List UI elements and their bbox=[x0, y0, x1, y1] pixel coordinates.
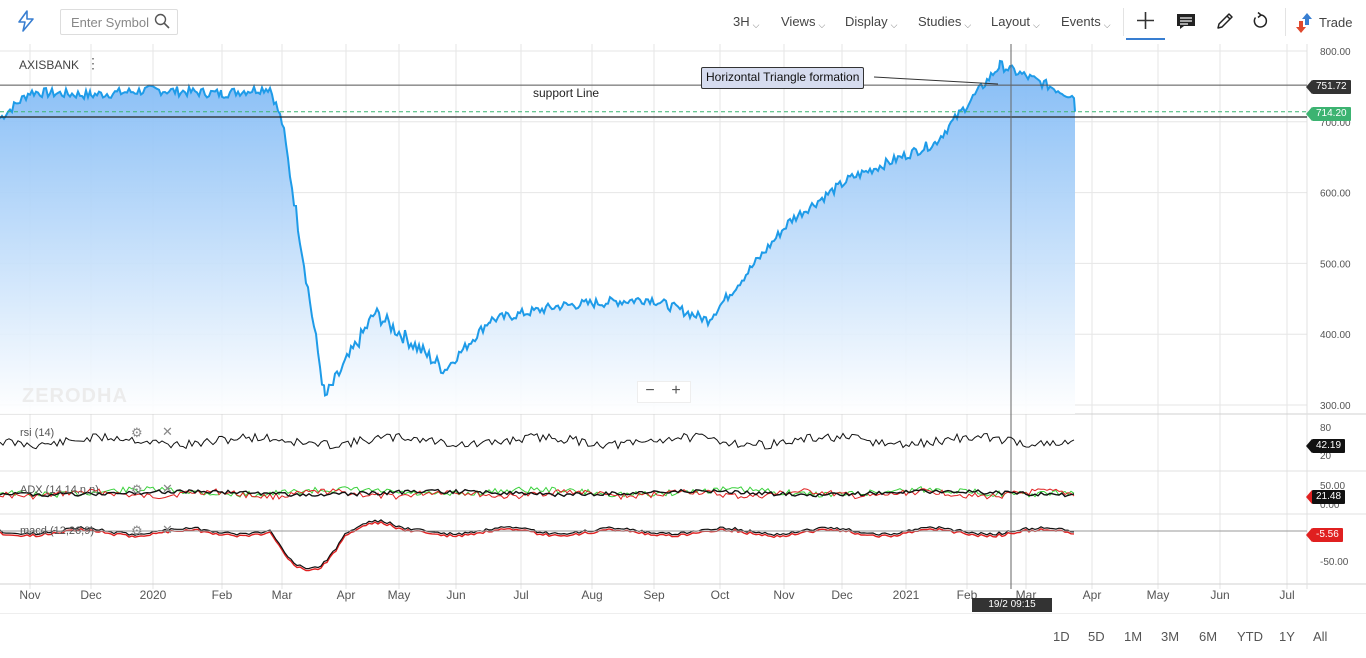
study-axis-label: 20 bbox=[1320, 451, 1332, 462]
study-axis-label: 80 bbox=[1320, 423, 1332, 434]
annotation-pointer bbox=[873, 76, 999, 85]
chevron-down-icon: ⌵ bbox=[752, 20, 760, 30]
x-tick-label: May bbox=[1147, 588, 1170, 602]
views-menu[interactable]: Views ⌵ bbox=[781, 14, 826, 30]
x-tick-label: Apr bbox=[337, 588, 356, 602]
interval-menu[interactable]: 3H ⌵ bbox=[733, 14, 760, 30]
study-axis-label: 50.00 bbox=[1320, 481, 1345, 492]
crosshair-time-tag: 19/2 09:15 bbox=[972, 598, 1052, 612]
range-all[interactable]: All bbox=[1313, 629, 1328, 644]
divider bbox=[1123, 8, 1124, 36]
buy-sell-arrows-icon bbox=[1296, 13, 1312, 33]
x-tick-label: May bbox=[388, 588, 411, 602]
chevron-down-icon: ⌵ bbox=[964, 20, 972, 30]
reset-button[interactable] bbox=[1249, 10, 1273, 34]
range-6m[interactable]: 6M bbox=[1199, 629, 1218, 644]
draw-button[interactable] bbox=[1214, 10, 1238, 34]
crosshair-button[interactable] bbox=[1126, 0, 1165, 40]
plus-icon bbox=[1137, 12, 1154, 29]
x-tick-label: Jul bbox=[513, 588, 528, 602]
chevron-down-icon: ⌵ bbox=[818, 20, 826, 30]
macd-settings-gear-icon[interactable]: ⚙ bbox=[131, 523, 143, 538]
x-tick-label: Aug bbox=[581, 588, 602, 602]
comment-icon bbox=[1177, 14, 1195, 29]
layout-menu[interactable]: Layout ⌵ bbox=[991, 14, 1040, 30]
watermark: ZERODHA bbox=[22, 385, 128, 407]
range-1d[interactable]: 1D bbox=[1053, 629, 1070, 644]
y-tick-label: 500.00 bbox=[1320, 259, 1351, 270]
toolbar: 3H⌵ Views⌵ Display⌵ Studies⌵ Layout⌵ Eve… bbox=[0, 0, 1366, 44]
studies-menu[interactable]: Studies ⌵ bbox=[918, 14, 972, 30]
range-1m[interactable]: 1M bbox=[1124, 629, 1143, 644]
more-options-icon[interactable]: ⋮ bbox=[86, 55, 100, 71]
rsi-settings-gear-icon[interactable]: ⚙ bbox=[131, 425, 143, 440]
line-price-tag: 751.72 bbox=[1306, 80, 1351, 94]
rsi-close-icon[interactable]: ✕ bbox=[162, 424, 173, 439]
search-icon[interactable] bbox=[154, 13, 170, 29]
zoom-in-button[interactable]: + bbox=[671, 382, 681, 399]
symbol-search[interactable] bbox=[60, 9, 178, 35]
zoom-controls: − + bbox=[637, 381, 691, 403]
study-axis-label: 0.00 bbox=[1320, 500, 1340, 511]
rsi-line bbox=[0, 432, 1075, 450]
range-3m[interactable]: 3M bbox=[1161, 629, 1180, 644]
x-tick-label: Nov bbox=[773, 588, 794, 602]
x-tick-label: Jun bbox=[1210, 588, 1229, 602]
x-tick-label: Dec bbox=[831, 588, 852, 602]
x-tick-label: Dec bbox=[80, 588, 101, 602]
adx-study-label: ADX (14,14,n,n) bbox=[20, 484, 99, 496]
pencil-icon bbox=[1217, 13, 1233, 29]
adx-close-icon[interactable]: ✕ bbox=[162, 481, 173, 496]
x-tick-label: Jun bbox=[446, 588, 465, 602]
x-tick-label: Mar bbox=[272, 588, 293, 602]
price-series-line bbox=[0, 59, 1076, 397]
range-1y[interactable]: 1Y bbox=[1279, 629, 1295, 644]
macd-line bbox=[0, 519, 1075, 570]
adx-value-tag: 21.48 bbox=[1305, 490, 1346, 504]
x-tick-label: Sep bbox=[643, 588, 665, 602]
search-input[interactable] bbox=[61, 10, 159, 34]
y-tick-label: 300.00 bbox=[1320, 401, 1351, 412]
support-line-label[interactable]: support Line bbox=[533, 86, 600, 100]
chevron-down-icon: ⌵ bbox=[1033, 20, 1040, 30]
range-5d[interactable]: 5D bbox=[1088, 629, 1105, 644]
rsi-study-label: rsi (14) bbox=[20, 427, 55, 439]
comment-button[interactable] bbox=[1175, 10, 1199, 34]
adx-plus-di-line bbox=[0, 486, 1075, 498]
chevron-down-icon: ⌵ bbox=[890, 20, 898, 30]
range-selector: 1D 5D 1M 3M 6M YTD 1Y All bbox=[0, 613, 1366, 658]
display-menu[interactable]: Display ⌵ bbox=[845, 14, 898, 30]
events-menu[interactable]: Events ⌵ bbox=[1061, 14, 1111, 30]
study-axis-label: -50.00 bbox=[1320, 557, 1349, 568]
zoom-out-button[interactable]: − bbox=[645, 382, 655, 399]
range-ytd[interactable]: YTD bbox=[1237, 629, 1263, 644]
refresh-icon bbox=[1253, 11, 1268, 28]
x-tick-label: 2021 bbox=[893, 588, 920, 602]
chart-annotation[interactable]: Horizontal Triangle formation bbox=[701, 67, 865, 89]
symbol-label: AXISBANK bbox=[19, 58, 80, 72]
y-tick-label: 700.00 bbox=[1320, 118, 1351, 129]
x-tick-label: Jul bbox=[1279, 588, 1294, 602]
x-tick-label: Nov bbox=[19, 588, 40, 602]
lightning-logo-icon[interactable] bbox=[14, 9, 38, 33]
macd-close-icon[interactable]: ✕ bbox=[162, 522, 173, 537]
adx-settings-gear-icon[interactable]: ⚙ bbox=[131, 482, 143, 497]
y-tick-label: 800.00 bbox=[1320, 47, 1351, 58]
macd-value-tag: -5.56 bbox=[1306, 528, 1343, 542]
y-tick-label: 600.00 bbox=[1320, 189, 1351, 200]
price-chart[interactable]: 300.00 400.00 500.00 600.00 700.00 800.00 80 20… bbox=[0, 44, 1366, 613]
chevron-down-icon: ⌵ bbox=[1103, 20, 1111, 30]
x-tick-label: Apr bbox=[1083, 588, 1102, 602]
divider bbox=[1285, 8, 1286, 36]
x-tick-label: Oct bbox=[711, 588, 730, 602]
price-area-fill bbox=[0, 61, 1075, 414]
rsi-value-tag: 42.19 bbox=[1305, 439, 1346, 453]
adx-line bbox=[0, 488, 1075, 498]
y-tick-label: 400.00 bbox=[1320, 330, 1351, 341]
last-price-tag: 714.20 bbox=[1306, 107, 1351, 121]
x-tick-label: Feb bbox=[212, 588, 233, 602]
x-tick-label: 2020 bbox=[140, 588, 167, 602]
macd-study-label: macd (12,26,9) bbox=[20, 525, 94, 537]
